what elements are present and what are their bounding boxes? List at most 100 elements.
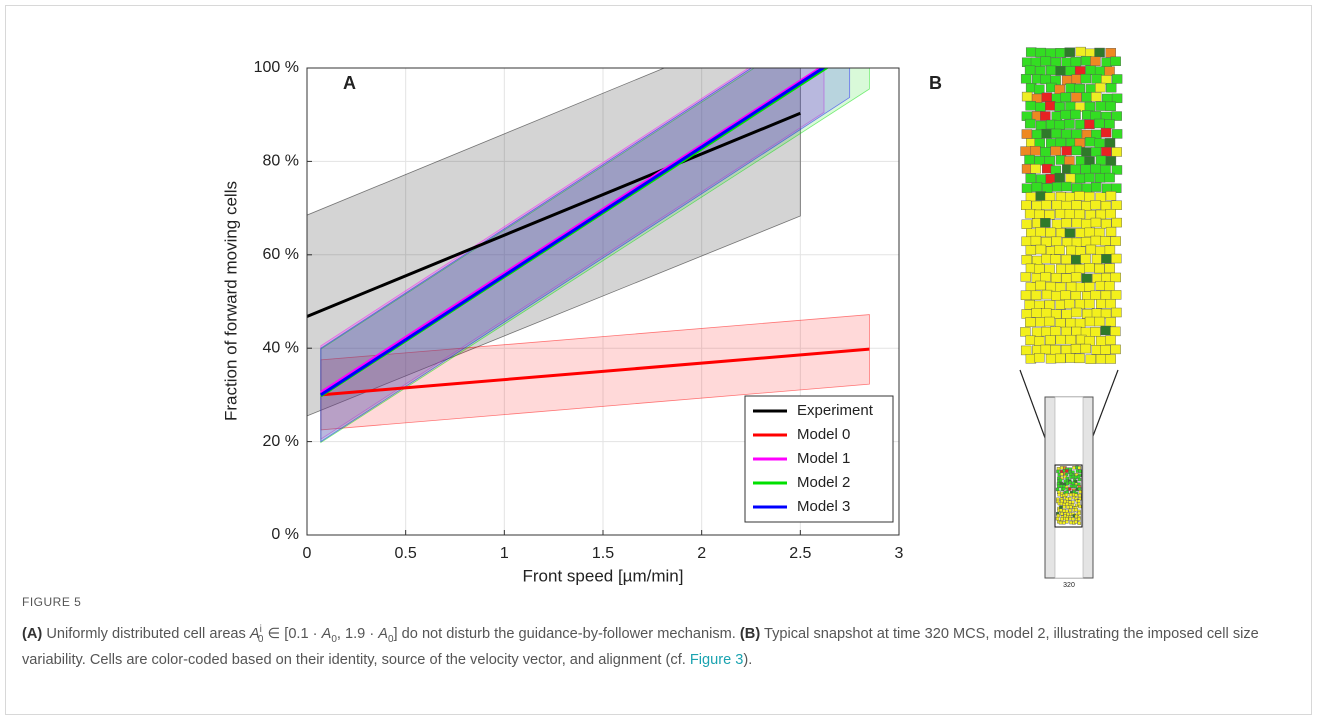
- cell: [1044, 316, 1055, 327]
- cell: [1071, 254, 1082, 265]
- cell: [1041, 289, 1053, 300]
- cell: [1090, 92, 1102, 102]
- cell: [1030, 57, 1042, 67]
- text: ] do not disturb the guidance-by-followe…: [393, 625, 740, 642]
- cell: [1040, 74, 1051, 85]
- cell: [1055, 516, 1060, 521]
- cell: [1064, 228, 1076, 238]
- x-tick-label: 0.5: [395, 545, 417, 562]
- cell: [1110, 272, 1121, 283]
- cell: [1062, 487, 1066, 491]
- cell: [1091, 308, 1103, 319]
- cell: [1080, 254, 1091, 264]
- text: Typical snapshot at time 320 MCS, model …: [22, 625, 1259, 668]
- cell: [1071, 307, 1082, 318]
- cell: [1111, 183, 1122, 193]
- legend-label: Experiment: [797, 402, 874, 419]
- cell: [1054, 172, 1065, 183]
- cell: [1095, 82, 1106, 93]
- cell: [1065, 173, 1076, 184]
- cell: [1056, 513, 1061, 518]
- link[interactable]: Figure 3: [689, 651, 744, 668]
- cell: [1061, 309, 1072, 319]
- caption: FIGURE 5 (A) Uniformly distributed cell …: [22, 592, 1302, 671]
- cell: [1035, 244, 1047, 255]
- cell: [1066, 245, 1077, 256]
- cell: [1074, 83, 1085, 94]
- cell: [1020, 74, 1032, 84]
- cell: [1021, 200, 1032, 210]
- chart: A Front speed [µm/min] Fraction of forwa…: [221, 46, 1123, 589]
- cell: [1045, 281, 1057, 292]
- cell: [1045, 227, 1056, 238]
- cell: [1054, 245, 1065, 255]
- cell: [1041, 308, 1052, 318]
- math: 0: [257, 633, 264, 645]
- cell: [1045, 174, 1056, 184]
- cell: [1104, 263, 1115, 273]
- cell: [1105, 156, 1117, 166]
- axes-box: [306, 67, 900, 536]
- cell: [1101, 254, 1112, 264]
- cell: [1020, 290, 1032, 300]
- cell: [1090, 327, 1101, 337]
- cell: [1055, 299, 1066, 310]
- cell: [1065, 66, 1076, 76]
- cell: [1031, 200, 1043, 211]
- cell: [1074, 191, 1085, 201]
- frame: [5, 5, 1312, 715]
- cell: [1081, 218, 1092, 229]
- cell: [1041, 183, 1053, 193]
- cell: [1071, 237, 1083, 248]
- cell: [1077, 487, 1082, 491]
- cell: [1077, 477, 1082, 482]
- text: Uniformly distributed cell areas: [42, 625, 250, 642]
- cell: [1074, 209, 1085, 220]
- cell: [1025, 173, 1036, 183]
- cell: [1065, 192, 1076, 202]
- cell: [1110, 236, 1121, 246]
- cell: [1050, 146, 1061, 156]
- cell: [1035, 47, 1046, 58]
- cell: [1055, 228, 1067, 238]
- cell: [1110, 326, 1121, 337]
- cell: [1110, 344, 1121, 355]
- cell: [1090, 200, 1101, 210]
- cell: [1078, 469, 1082, 474]
- cell: [1058, 478, 1063, 482]
- cell: [1055, 208, 1066, 219]
- cell: [1074, 173, 1086, 184]
- math: i: [259, 624, 262, 635]
- cell: [1084, 336, 1096, 346]
- cell: [1101, 273, 1112, 283]
- cell: [1071, 92, 1082, 102]
- cell: [1059, 466, 1064, 470]
- series-line: [307, 111, 801, 318]
- cell: [1050, 344, 1061, 355]
- cell: [1064, 299, 1075, 309]
- math: A: [321, 625, 332, 642]
- cell: [1060, 472, 1064, 476]
- y-tick-label: 80 %: [263, 153, 299, 170]
- cell: [1101, 219, 1112, 229]
- cell: [1077, 517, 1081, 521]
- cell: [1081, 147, 1092, 157]
- cell: [1035, 120, 1047, 131]
- cell: [1077, 482, 1081, 486]
- cell: [1044, 264, 1055, 274]
- cell: [1105, 209, 1116, 219]
- cell: [1085, 209, 1096, 220]
- cell: [1021, 255, 1032, 265]
- cell: [1085, 354, 1096, 364]
- cell: [1025, 282, 1037, 292]
- cell: [1065, 101, 1076, 112]
- cell: [1074, 520, 1078, 524]
- cell: [1044, 300, 1055, 310]
- x-tick-label: 2.5: [789, 545, 811, 562]
- cell: [1035, 280, 1046, 291]
- cell: [1071, 183, 1083, 193]
- cell: [1061, 146, 1072, 156]
- cell: [1111, 129, 1123, 139]
- cell: [1020, 272, 1032, 282]
- cell: [1094, 316, 1105, 327]
